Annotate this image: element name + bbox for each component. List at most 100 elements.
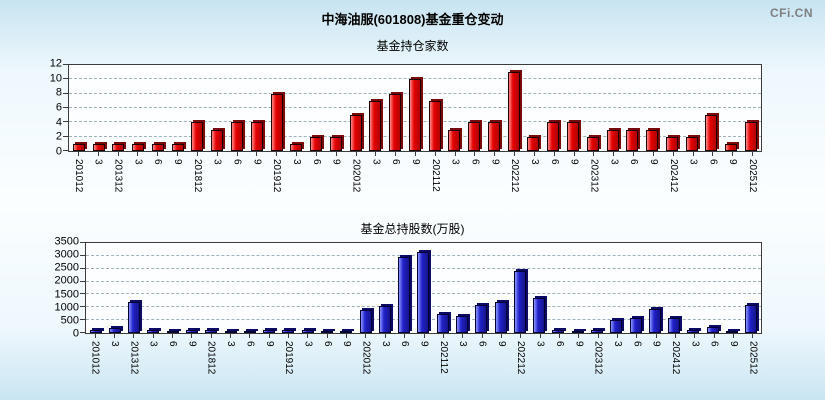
x-tick — [434, 152, 436, 156]
plot-area — [80, 242, 762, 334]
x-tick — [423, 334, 425, 338]
y-tick — [63, 92, 68, 94]
x-tick — [694, 334, 696, 338]
bar — [744, 122, 757, 151]
bar — [629, 317, 642, 333]
bar — [533, 298, 546, 333]
y-axis-label: 500 — [60, 314, 79, 327]
x-tick — [152, 334, 154, 338]
x-tick — [674, 334, 676, 338]
bar-slot — [583, 65, 603, 151]
x-axis-label: 3 — [291, 159, 303, 165]
x-axis-label: 9 — [728, 341, 740, 347]
x-tick — [216, 152, 218, 156]
y-axis-label: 4 — [55, 116, 62, 129]
bar — [417, 252, 430, 333]
x-tick — [346, 334, 348, 338]
x-tick — [414, 152, 416, 156]
x-axis-label: 3 — [132, 159, 144, 165]
bar — [205, 330, 218, 333]
x-axis-label: 6 — [707, 159, 719, 165]
bar — [668, 317, 681, 333]
x-axis-label: 6 — [553, 341, 565, 347]
x-tick — [355, 152, 357, 156]
bar — [398, 257, 411, 333]
x-tick — [276, 152, 278, 156]
x-slot: 3 — [530, 334, 549, 384]
bar-slot — [445, 65, 465, 151]
x-slot: 6 — [704, 334, 723, 384]
y-tick — [80, 242, 85, 243]
bar — [547, 122, 560, 151]
x-slot: 9 — [569, 334, 588, 384]
bar-slot — [128, 65, 148, 151]
x-axis-label: 3 — [449, 159, 461, 165]
bar-slot — [622, 65, 642, 151]
x-slot: 3 — [207, 152, 227, 202]
x-axis: 201012 3 201312 3 6 9 201812 3 6 9 201912 3 6 9 202012… — [85, 334, 762, 384]
y-tick — [80, 319, 85, 321]
bar-slot — [69, 65, 89, 151]
bar-slot — [326, 65, 346, 151]
bar-slot — [375, 243, 394, 333]
y-axis-label: 0 — [55, 145, 62, 158]
x-axis-label: 6 — [476, 341, 488, 347]
bar — [468, 122, 481, 151]
bar — [72, 143, 85, 151]
x-tick — [616, 334, 618, 338]
bar — [231, 122, 243, 151]
x-slot: 3 — [453, 334, 472, 384]
x-slot: 3 — [298, 334, 317, 384]
x-slot: 202512 — [743, 334, 762, 384]
x-slot: 202012 — [356, 334, 375, 384]
x-axis-label: 3 — [687, 159, 699, 165]
y-axis-label: 2 — [55, 130, 62, 143]
x-tick — [442, 334, 444, 338]
x-axis-label: 201312 — [112, 159, 124, 193]
x-tick — [94, 334, 96, 338]
bar-slot — [337, 243, 356, 333]
bar — [571, 331, 584, 333]
x-axis-label: 3 — [528, 159, 540, 165]
x-tick — [296, 152, 298, 156]
x-axis-label: 9 — [647, 159, 659, 165]
bar-slot — [543, 65, 563, 151]
y-tick — [80, 280, 85, 282]
x-axis-label: 201012 — [89, 341, 101, 375]
bar — [487, 122, 500, 151]
x-slot: 201312 — [124, 334, 143, 384]
x-tick — [500, 334, 502, 338]
x-axis: 201012 3 201312 3 6 9 201812 3 6 9 201912 3 6 9 202012… — [68, 152, 762, 202]
x-axis-label: 6 — [628, 159, 640, 165]
y-axis: 0 500 1000 1500 2000 2500 3000 3500 — [38, 236, 79, 339]
bar — [567, 122, 580, 151]
y-tick — [63, 64, 68, 65]
x-slot: 3 — [104, 334, 123, 384]
bar-slot — [144, 243, 163, 333]
bar — [665, 136, 678, 151]
x-slot: 3 — [524, 152, 544, 202]
bar — [270, 93, 283, 151]
bar — [513, 271, 526, 333]
bar-slot — [188, 65, 208, 151]
x-slot: 201912 — [278, 334, 297, 384]
x-slot: 6 — [162, 334, 181, 384]
x-tick — [655, 334, 657, 338]
bar — [147, 330, 160, 333]
x-tick — [593, 152, 595, 156]
bar-slot — [267, 65, 287, 151]
x-tick — [633, 152, 635, 156]
x-slot: 9 — [167, 152, 187, 202]
y-axis: 0 2 4 6 8 10 12 — [24, 58, 62, 157]
x-tick — [114, 334, 116, 338]
y-tick — [63, 150, 68, 151]
bar-slot — [286, 65, 306, 151]
x-axis-label: 202112 — [429, 159, 441, 192]
bar-slot — [148, 65, 168, 151]
y-axis-label: 3500 — [54, 235, 79, 248]
gridline — [69, 78, 761, 80]
bar-slot — [365, 65, 385, 151]
bar — [171, 143, 184, 151]
x-tick — [494, 152, 496, 156]
